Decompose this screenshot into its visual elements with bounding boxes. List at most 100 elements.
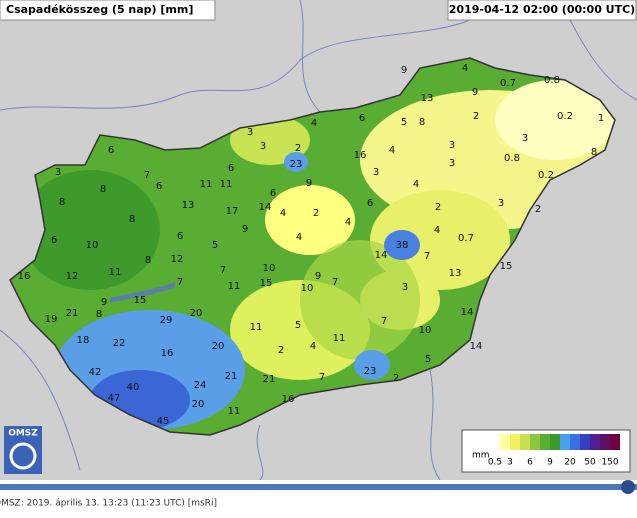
station-value: 11 [200, 179, 213, 190]
legend-swatch [580, 434, 590, 450]
lake [109, 282, 176, 303]
station-value: 12 [171, 254, 184, 265]
station-value: 2 [473, 111, 479, 122]
station-value: 6 [51, 235, 57, 246]
legend-swatch [560, 434, 570, 450]
station-value: 6 [228, 163, 234, 174]
station-value: 6 [359, 113, 365, 124]
station-value: 4 [413, 179, 419, 190]
legend-label: 3 [507, 458, 513, 468]
legend-swatch [530, 434, 540, 450]
legend-label: 50 [584, 458, 596, 468]
station-value: 47 [108, 393, 121, 404]
station-value: 40 [127, 382, 140, 393]
title: Csapadékösszeg (5 nap) [mm] [6, 3, 193, 16]
station-value: 0.7 [500, 78, 516, 89]
station-value: 20 [192, 399, 205, 410]
station-value: 14 [259, 202, 272, 213]
station-value: 15 [260, 278, 273, 289]
station-value: 12 [66, 271, 79, 282]
station-value: 24 [194, 380, 207, 391]
station-value: 6 [108, 145, 114, 156]
station-value: 22 [113, 338, 126, 349]
station-value: 38 [396, 240, 409, 251]
station-value: 2 [278, 345, 284, 356]
station-value: 11 [109, 267, 122, 278]
station-value: 18 [77, 335, 90, 346]
station-value: 3 [402, 282, 408, 293]
country-outline [9, 57, 616, 436]
station-value: 9 [242, 224, 248, 235]
station-value: 2 [393, 373, 399, 384]
station-value: 7 [319, 372, 325, 383]
station-value: 4 [280, 208, 286, 219]
station-value: 11 [220, 179, 233, 190]
station-value: 4 [296, 232, 302, 243]
station-value: 2 [535, 204, 541, 215]
station-value: 8 [96, 309, 102, 320]
legend: 0.5 3 6 9 20 50 150 [488, 434, 620, 468]
station-value: 7 [424, 251, 430, 262]
legend-unit: mm [472, 451, 490, 461]
station-value: 16 [18, 271, 31, 282]
station-value: 4 [434, 225, 440, 236]
station-value: 5 [295, 320, 301, 331]
legend-label: 20 [564, 458, 576, 468]
station-value: 7 [332, 277, 338, 288]
station-value: 6 [270, 188, 276, 199]
station-value: 5 [212, 240, 218, 251]
station-value: 3 [498, 198, 504, 209]
station-value: 4 [310, 341, 316, 352]
legend-swatch [490, 434, 500, 450]
station-value: 4 [389, 145, 395, 156]
station-value: 21 [225, 371, 238, 382]
station-value: 0.8 [544, 75, 560, 86]
legend-swatch [500, 434, 510, 450]
station-value: 2 [295, 143, 301, 154]
station-value: 3 [55, 167, 61, 178]
station-value: 19 [45, 314, 58, 325]
station-value: 4 [311, 118, 317, 129]
station-value: 13 [421, 93, 434, 104]
station-value: 21 [66, 308, 79, 319]
timestamp: 2019-04-12 02:00 (00:00 UTC) [449, 3, 635, 16]
station-value: 20 [190, 308, 203, 319]
station-value: 9 [315, 271, 321, 282]
station-value: 14 [461, 307, 474, 318]
station-value: 17 [226, 206, 239, 217]
station-value: 10 [419, 325, 432, 336]
station-value: 3 [449, 158, 455, 169]
progress-knob[interactable] [621, 480, 635, 494]
station-value: 13 [449, 268, 462, 279]
station-value: 8 [591, 147, 597, 158]
timestamp-box [447, 0, 637, 21]
station-value: 20 [212, 341, 225, 352]
station-value: 6 [156, 181, 162, 192]
station-value: 16 [161, 348, 174, 359]
station-value: 2 [435, 202, 441, 213]
footer: OMSZ: 2019. április 13. 13:23 (11:23 UTC… [0, 499, 217, 509]
station-value: 3 [449, 140, 455, 151]
station-value: 11 [228, 281, 241, 292]
logo [4, 426, 42, 474]
station-value: 4 [345, 217, 351, 228]
station-value: 11 [228, 406, 241, 417]
station-value: 7 [144, 170, 150, 181]
station-value: 9 [472, 87, 478, 98]
station-value: 1 [598, 113, 604, 124]
progress-bar [0, 484, 637, 490]
station-value: 0.2 [557, 111, 573, 122]
station-value: 3 [373, 167, 379, 178]
logo-swirl [9, 442, 37, 470]
legend-swatch [610, 434, 620, 450]
station-value: 15 [134, 295, 147, 306]
station-value: 29 [160, 315, 173, 326]
station-value: 8 [419, 117, 425, 128]
station-value: 14 [470, 341, 483, 352]
legend-swatch [550, 434, 560, 450]
station-value: 23 [364, 366, 377, 377]
legend-swatch [540, 434, 550, 450]
station-value: 3 [247, 127, 253, 138]
